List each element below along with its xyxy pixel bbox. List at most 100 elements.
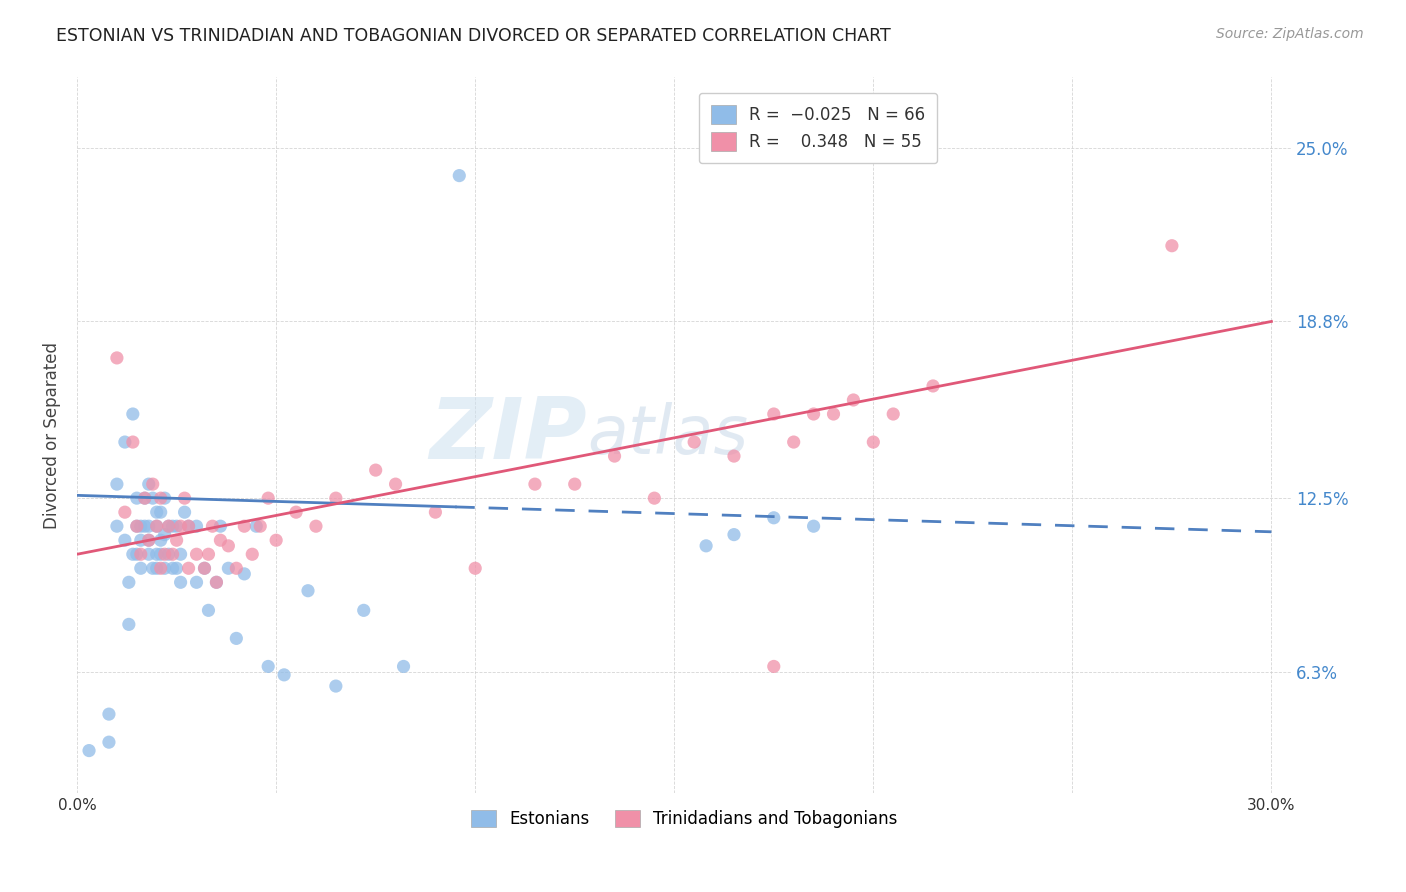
Text: ZIP: ZIP (429, 393, 588, 476)
Point (134, 491, 156, 505)
Point (225, 561, 247, 575)
Point (169, 519, 191, 533)
Point (121, 407, 143, 421)
Point (142, 561, 165, 575)
Point (392, 659, 415, 673)
Point (201, 519, 224, 533)
Point (762, 659, 785, 673)
Point (240, 547, 263, 561)
Point (166, 533, 188, 548)
Point (169, 575, 191, 590)
Point (153, 561, 176, 575)
Point (233, 566, 256, 581)
Point (425, 505, 447, 519)
Y-axis label: Divorced or Separated: Divorced or Separated (44, 342, 60, 529)
Point (145, 505, 167, 519)
Point (273, 668, 295, 682)
Point (177, 519, 200, 533)
Point (803, 519, 825, 533)
Text: Source: ZipAtlas.com: Source: ZipAtlas.com (1216, 27, 1364, 41)
Point (105, 351, 128, 365)
Point (523, 477, 546, 491)
Point (157, 547, 180, 561)
Point (138, 519, 160, 533)
Point (205, 575, 228, 590)
Point (257, 491, 280, 505)
Point (193, 561, 215, 575)
Point (173, 491, 195, 505)
Point (177, 561, 200, 575)
Point (114, 533, 136, 548)
Point (723, 449, 745, 463)
Point (209, 533, 232, 548)
Point (197, 603, 219, 617)
Point (217, 561, 239, 575)
Point (157, 519, 180, 533)
Point (105, 519, 128, 533)
Point (153, 527, 176, 541)
Point (114, 505, 136, 519)
Point (193, 561, 215, 575)
Point (882, 407, 904, 421)
Point (173, 505, 195, 519)
Point (114, 435, 136, 450)
Point (142, 491, 165, 505)
Point (153, 491, 176, 505)
Point (145, 519, 167, 533)
Point (97, 735, 120, 749)
Point (186, 575, 208, 590)
Point (257, 659, 280, 673)
Point (138, 547, 160, 561)
Legend: Estonians, Trinidadians and Tobagonians: Estonians, Trinidadians and Tobagonians (464, 803, 904, 834)
Point (862, 435, 884, 450)
Point (564, 477, 586, 491)
Point (149, 533, 172, 548)
Point (121, 547, 143, 561)
Point (922, 379, 945, 393)
Point (264, 533, 287, 548)
Point (762, 510, 785, 524)
Point (149, 561, 172, 575)
Point (142, 477, 165, 491)
Point (297, 583, 319, 598)
Point (134, 519, 156, 533)
Point (177, 519, 200, 533)
Point (643, 491, 665, 505)
Point (138, 477, 160, 491)
Point (149, 505, 172, 519)
Point (249, 519, 271, 533)
Point (125, 519, 148, 533)
Text: atlas: atlas (588, 402, 748, 468)
Point (225, 632, 247, 646)
Point (245, 519, 267, 533)
Point (149, 547, 172, 561)
Point (695, 539, 717, 553)
Point (129, 533, 152, 548)
Point (129, 547, 152, 561)
Point (762, 407, 785, 421)
Point (464, 561, 486, 575)
Point (723, 527, 745, 541)
Point (105, 477, 128, 491)
Point (125, 547, 148, 561)
Point (384, 477, 406, 491)
Point (77, 743, 100, 757)
Point (162, 561, 184, 575)
Point (166, 519, 188, 533)
Point (197, 547, 219, 561)
Point (162, 547, 184, 561)
Point (145, 561, 167, 575)
Point (118, 575, 141, 590)
Point (842, 392, 865, 407)
Point (169, 547, 191, 561)
Point (145, 519, 167, 533)
Point (217, 539, 239, 553)
Point (134, 491, 156, 505)
Point (145, 547, 167, 561)
Point (305, 519, 328, 533)
Point (325, 679, 347, 693)
Point (125, 519, 148, 533)
Point (157, 519, 180, 533)
Point (823, 407, 845, 421)
Point (1160, 238, 1182, 252)
